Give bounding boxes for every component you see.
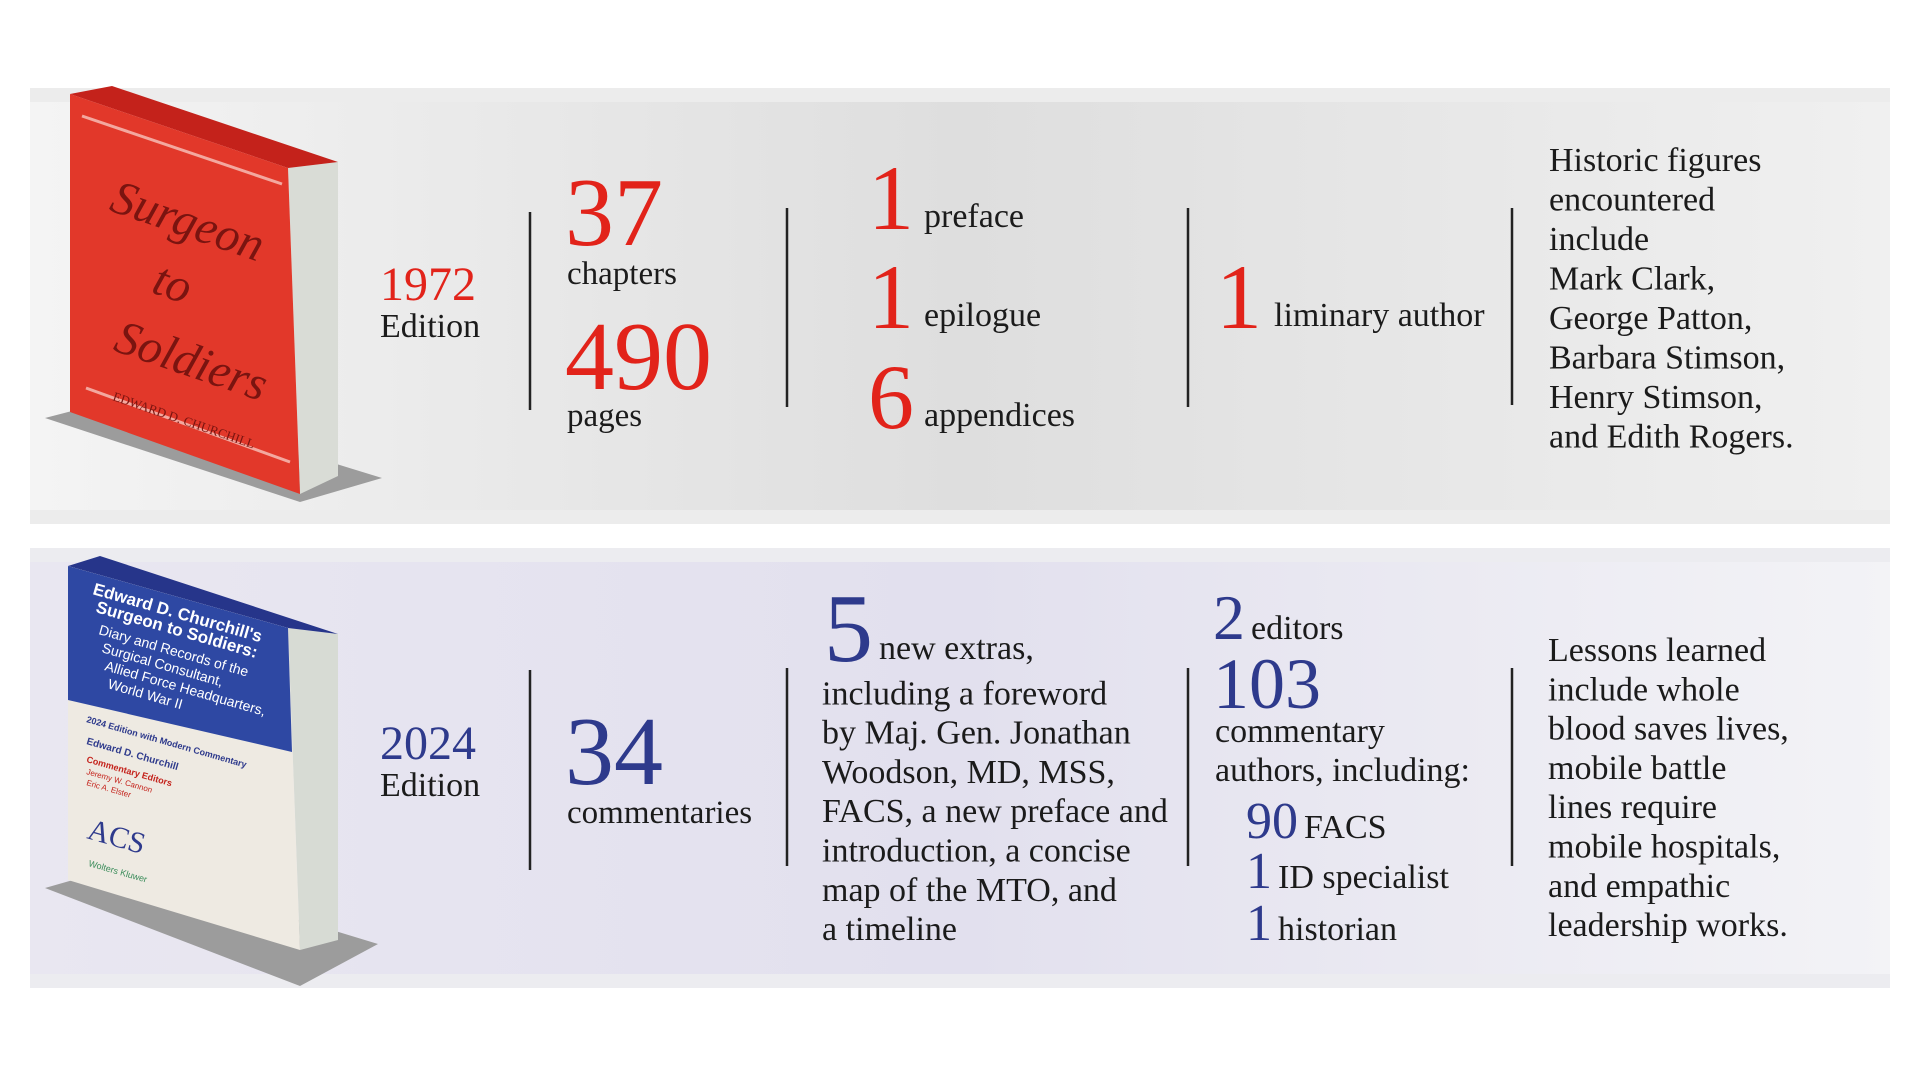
note-line: include: [1549, 221, 1649, 258]
cover-rule: [81, 114, 283, 186]
edition-label: Edition: [380, 767, 480, 804]
note-line: and empathic: [1548, 868, 1730, 905]
note-line: Mark Clark,: [1549, 261, 1715, 298]
stat-label: editors: [1251, 610, 1344, 647]
stat-label: liminary author: [1274, 297, 1485, 334]
note-line: leadership works.: [1548, 907, 1788, 944]
edition-year: 1972: [380, 258, 476, 311]
stat-label: preface: [924, 198, 1024, 235]
note-line: lines require: [1548, 789, 1717, 826]
stat-number: 34: [565, 698, 663, 806]
note-line: mobile battle: [1548, 750, 1726, 787]
stat-number: 5: [824, 575, 873, 683]
stat-number: 6: [868, 346, 914, 448]
note-line: encountered: [1549, 182, 1715, 219]
band-1972-inner: [30, 102, 1890, 510]
stat-label: authors, including:: [1215, 752, 1470, 789]
edition-year: 2024: [380, 717, 476, 770]
stat-number: 1: [1216, 246, 1262, 348]
stat-number: 90: [1246, 793, 1298, 850]
bands: [30, 88, 1890, 988]
stat-label: ID specialist: [1278, 859, 1449, 896]
stat-label: historian: [1278, 911, 1397, 948]
stat-number: 1: [868, 246, 914, 348]
note-line: Barbara Stimson,: [1549, 340, 1785, 377]
book-2024: [45, 556, 378, 986]
stat-label: FACS: [1304, 809, 1387, 846]
note-line: blood saves lives,: [1548, 711, 1789, 748]
stat-label: commentary: [1215, 713, 1385, 750]
cover-rule: [85, 386, 291, 464]
stat-number: 2: [1213, 582, 1245, 653]
stat-label: appendices: [924, 397, 1075, 434]
edition-label: Edition: [380, 308, 480, 345]
stat-number: 1: [1246, 895, 1272, 952]
note-line: Henry Stimson,: [1549, 379, 1762, 416]
note-line: George Patton,: [1549, 300, 1752, 337]
book-cover: [70, 94, 300, 494]
note-line: Lessons learned: [1548, 632, 1766, 669]
band-2024-inner: [30, 562, 1890, 974]
book-pages: [288, 162, 338, 494]
stat-number: 1: [868, 147, 914, 249]
stat-label: epilogue: [924, 297, 1041, 334]
stat-label: including a foreword: [822, 675, 1107, 712]
stat-label: introduction, a concise: [822, 833, 1131, 870]
book-pages: [288, 628, 338, 950]
stat-label: a timeline: [822, 911, 957, 948]
book-top: [68, 556, 338, 634]
stat-number: 37: [565, 159, 663, 267]
stat-label: map of the MTO, and: [822, 872, 1117, 909]
note-line: and Edith Rogers.: [1549, 419, 1794, 456]
note-line: Historic figures: [1549, 142, 1761, 179]
stat-number: 103: [1213, 644, 1321, 724]
stat-label: Woodson, MD, MSS,: [822, 754, 1115, 791]
cover-band: [68, 566, 292, 752]
dividers: [528, 208, 1514, 870]
stat-label: pages: [567, 398, 642, 434]
stat-number: 1: [1246, 843, 1272, 900]
stat-label: new extras,: [879, 630, 1034, 667]
stat-number: 490: [565, 303, 712, 411]
book-top: [70, 86, 338, 168]
note-line: include whole: [1548, 671, 1740, 708]
stat-label: by Maj. Gen. Jonathan: [822, 715, 1131, 752]
stat-label: FACS, a new preface and: [822, 793, 1168, 830]
stat-label: chapters: [567, 256, 677, 292]
note-line: mobile hospitals,: [1548, 829, 1780, 866]
book-1972: [45, 86, 382, 502]
stat-label: commentaries: [567, 795, 752, 831]
